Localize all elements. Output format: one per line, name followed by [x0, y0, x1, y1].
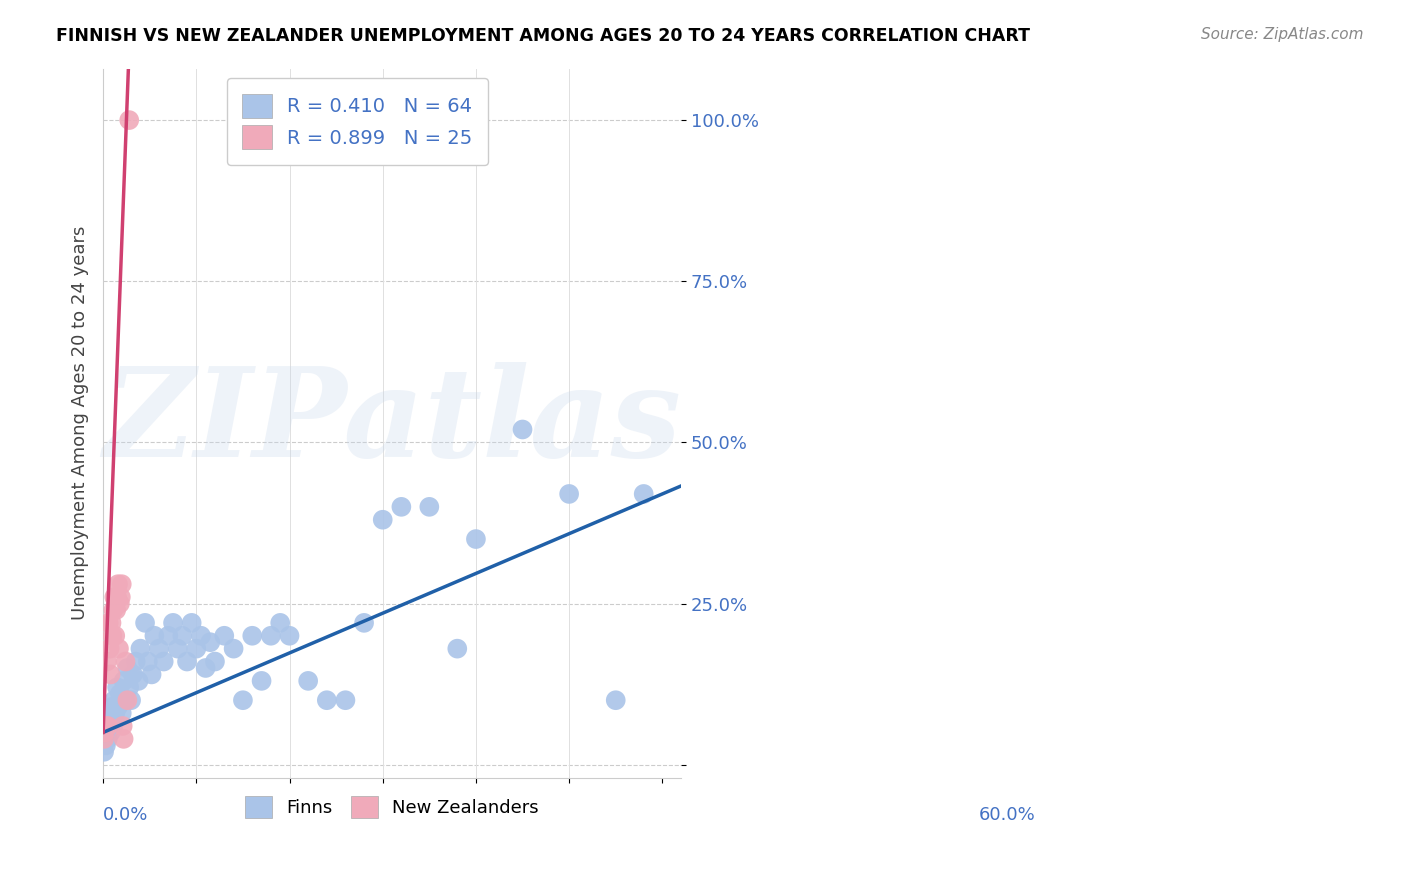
Point [143, 629, 166, 643]
Point [269, 615, 291, 630]
Point [108, 687, 131, 701]
Point [214, 629, 236, 643]
Point [94, 719, 117, 733]
Point [96, 655, 118, 669]
Point [96, 713, 118, 727]
Point [148, 641, 170, 656]
Point [190, 629, 212, 643]
Point [117, 661, 139, 675]
Point [93, 731, 115, 746]
Point [371, 513, 394, 527]
Text: FINNISH VS NEW ZEALANDER UNEMPLOYMENT AMONG AGES 20 TO 24 YEARS CORRELATION CHAR: FINNISH VS NEW ZEALANDER UNEMPLOYMENT AM… [56, 27, 1031, 45]
Point [103, 693, 125, 707]
Point [353, 615, 375, 630]
Point [107, 699, 129, 714]
Point [141, 667, 163, 681]
Point [200, 635, 222, 649]
Point [97, 719, 120, 733]
Point [418, 500, 440, 514]
Point [125, 655, 148, 669]
Point [260, 629, 283, 643]
Point [100, 667, 122, 681]
Point [240, 629, 263, 643]
Point [94, 739, 117, 753]
Point [104, 706, 127, 720]
Point [250, 673, 273, 688]
Text: ZIPatlas: ZIPatlas [103, 362, 681, 483]
Point [103, 603, 125, 617]
Point [94, 725, 117, 739]
Point [107, 577, 129, 591]
Point [222, 641, 245, 656]
Point [464, 532, 486, 546]
Point [204, 655, 226, 669]
Point [176, 655, 198, 669]
Point [117, 693, 139, 707]
Point [120, 693, 142, 707]
Point [315, 693, 337, 707]
Point [100, 713, 122, 727]
Point [129, 641, 152, 656]
Point [278, 629, 301, 643]
Point [100, 725, 122, 739]
Point [105, 590, 128, 604]
Point [105, 681, 128, 695]
Point [180, 615, 202, 630]
Point [100, 615, 122, 630]
Point [111, 577, 134, 591]
Point [134, 615, 156, 630]
Point [297, 673, 319, 688]
Point [114, 655, 136, 669]
Point [335, 693, 357, 707]
Point [446, 641, 468, 656]
Point [157, 629, 180, 643]
Text: 60.0%: 60.0% [979, 806, 1035, 824]
Point [605, 693, 627, 707]
Legend: Finns, New Zealanders: Finns, New Zealanders [238, 789, 547, 825]
Point [558, 487, 581, 501]
Point [194, 661, 217, 675]
Point [172, 629, 194, 643]
Point [512, 422, 534, 436]
Point [111, 706, 134, 720]
Point [166, 641, 188, 656]
Point [108, 597, 131, 611]
Point [101, 699, 124, 714]
Point [98, 706, 121, 720]
Point [232, 693, 254, 707]
Point [93, 745, 115, 759]
Point [108, 641, 131, 656]
Point [118, 681, 141, 695]
Point [101, 629, 124, 643]
Point [136, 655, 159, 669]
Point [103, 719, 125, 733]
Point [186, 641, 208, 656]
Point [110, 590, 132, 604]
Point [97, 615, 120, 630]
Y-axis label: Unemployment Among Ages 20 to 24 years: Unemployment Among Ages 20 to 24 years [72, 226, 89, 620]
Point [103, 590, 125, 604]
Point [104, 629, 127, 643]
Point [97, 719, 120, 733]
Point [389, 500, 412, 514]
Text: Source: ZipAtlas.com: Source: ZipAtlas.com [1201, 27, 1364, 42]
Point [162, 615, 184, 630]
Point [152, 655, 174, 669]
Point [122, 667, 145, 681]
Point [97, 731, 120, 746]
Text: 0.0%: 0.0% [103, 806, 149, 824]
Point [112, 731, 135, 746]
Point [111, 719, 134, 733]
Point [128, 673, 150, 688]
Point [105, 603, 128, 617]
Point [94, 725, 117, 739]
Point [112, 673, 135, 688]
Point [118, 113, 141, 128]
Point [633, 487, 655, 501]
Point [98, 641, 121, 656]
Point [114, 693, 136, 707]
